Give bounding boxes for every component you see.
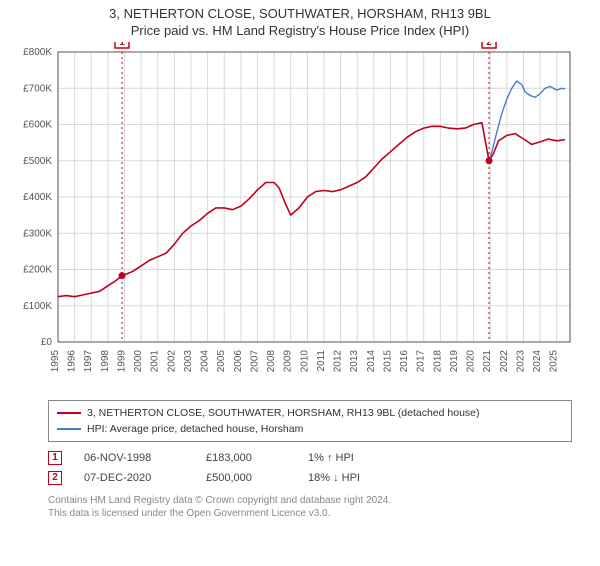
svg-text:1998: 1998 (100, 350, 111, 373)
svg-text:2017: 2017 (416, 350, 427, 373)
legend: 3, NETHERTON CLOSE, SOUTHWATER, HORSHAM,… (48, 400, 572, 442)
events-table: 1 06-NOV-1998 £183,000 1% ↑ HPI 2 07-DEC… (48, 448, 572, 488)
event-pct: 18% ↓ HPI (308, 468, 408, 488)
svg-text:2004: 2004 (200, 350, 211, 373)
svg-text:£700K: £700K (23, 83, 52, 94)
svg-text:£0: £0 (41, 337, 53, 348)
svg-text:£500K: £500K (23, 156, 52, 167)
svg-text:2001: 2001 (150, 350, 161, 373)
event-price: £183,000 (206, 448, 286, 468)
event-row: 2 07-DEC-2020 £500,000 18% ↓ HPI (48, 468, 572, 488)
svg-text:2016: 2016 (399, 350, 410, 373)
chart-svg: £0 £100K £200K £300K £400K £500K £600K £700K £80… (10, 42, 590, 392)
footer: Contains HM Land Registry data © Crown c… (48, 494, 572, 520)
legend-label: 3, NETHERTON CLOSE, SOUTHWATER, HORSHAM,… (87, 405, 480, 421)
line-chart: £0 £100K £200K £300K £400K £500K £600K £700K £80… (10, 42, 590, 392)
legend-item-property: 3, NETHERTON CLOSE, SOUTHWATER, HORSHAM,… (57, 405, 563, 421)
svg-text:£300K: £300K (23, 228, 52, 239)
svg-text:2015: 2015 (382, 350, 393, 373)
legend-swatch (57, 428, 81, 430)
svg-text:2023: 2023 (515, 350, 526, 373)
footer-line: This data is licensed under the Open Gov… (48, 507, 572, 520)
event-badge-1: 1 (48, 451, 62, 465)
svg-text:2006: 2006 (233, 350, 244, 373)
svg-text:2021: 2021 (482, 350, 493, 373)
svg-text:2024: 2024 (532, 350, 543, 373)
svg-text:1995: 1995 (50, 350, 61, 373)
svg-text:£200K: £200K (23, 265, 52, 276)
svg-text:2022: 2022 (499, 350, 510, 373)
page-subtitle: Price paid vs. HM Land Registry's House … (0, 23, 600, 38)
event-date: 07-DEC-2020 (84, 468, 184, 488)
svg-text:2011: 2011 (316, 350, 327, 372)
svg-text:2005: 2005 (216, 350, 227, 373)
event-badge-2: 2 (48, 471, 62, 485)
svg-text:2007: 2007 (249, 350, 260, 373)
svg-text:2: 2 (486, 42, 492, 48)
svg-text:£100K: £100K (23, 301, 52, 312)
svg-text:2020: 2020 (466, 350, 477, 373)
svg-text:£400K: £400K (23, 192, 52, 203)
svg-text:2000: 2000 (133, 350, 144, 373)
svg-text:2009: 2009 (283, 350, 294, 373)
chart-container: 3, NETHERTON CLOSE, SOUTHWATER, HORSHAM,… (0, 6, 600, 566)
svg-text:2019: 2019 (449, 350, 460, 373)
svg-text:2010: 2010 (299, 350, 310, 373)
svg-text:£600K: £600K (23, 120, 52, 131)
svg-text:2012: 2012 (333, 350, 344, 373)
svg-text:1: 1 (119, 42, 125, 48)
svg-text:2018: 2018 (432, 350, 443, 373)
svg-text:2003: 2003 (183, 350, 194, 373)
svg-text:2025: 2025 (549, 350, 560, 373)
svg-text:1996: 1996 (67, 350, 78, 373)
footer-line: Contains HM Land Registry data © Crown c… (48, 494, 572, 507)
svg-text:2008: 2008 (266, 350, 277, 373)
legend-swatch (57, 412, 81, 414)
svg-text:2014: 2014 (366, 350, 377, 373)
page-title: 3, NETHERTON CLOSE, SOUTHWATER, HORSHAM,… (0, 6, 600, 21)
svg-text:1999: 1999 (116, 350, 127, 373)
event-date: 06-NOV-1998 (84, 448, 184, 468)
event-pct: 1% ↑ HPI (308, 448, 408, 468)
legend-label: HPI: Average price, detached house, Hors… (87, 421, 303, 437)
event-row: 1 06-NOV-1998 £183,000 1% ↑ HPI (48, 448, 572, 468)
svg-text:2013: 2013 (349, 350, 360, 373)
event-price: £500,000 (206, 468, 286, 488)
svg-text:2002: 2002 (166, 350, 177, 373)
svg-text:1997: 1997 (83, 350, 94, 373)
svg-text:£800K: £800K (23, 47, 52, 58)
legend-item-hpi: HPI: Average price, detached house, Hors… (57, 421, 563, 437)
